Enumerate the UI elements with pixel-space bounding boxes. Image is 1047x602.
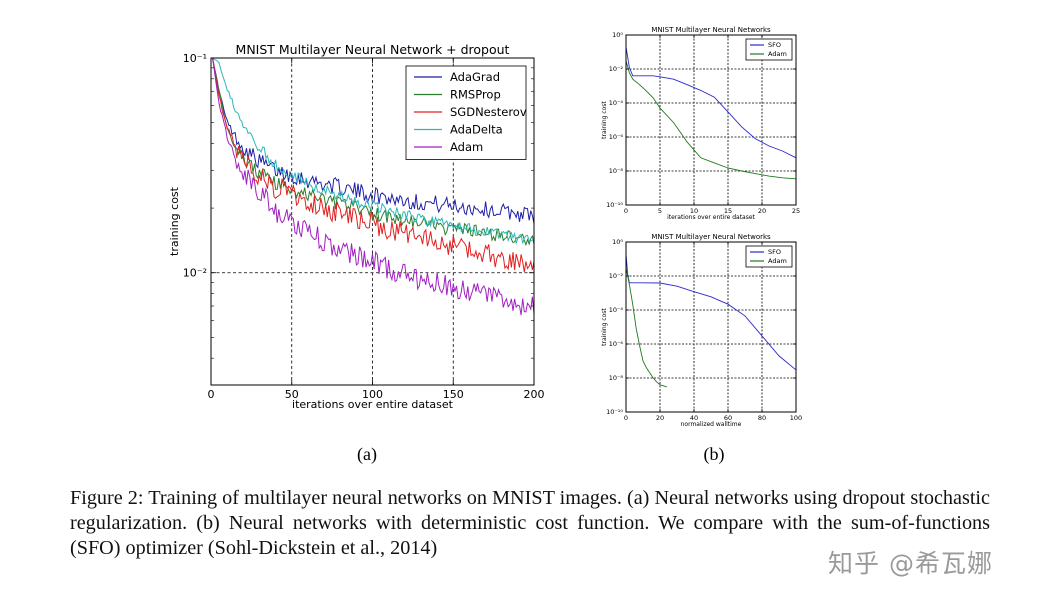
series-line-sgdnesterov <box>212 58 534 273</box>
series-line-adadelta <box>212 58 534 246</box>
legend-box <box>745 245 793 268</box>
x-tick-label: 40 <box>690 414 698 422</box>
y-tick-label: 10⁻¹⁰ <box>606 201 623 209</box>
x-tick-label: 0 <box>624 414 628 422</box>
y-tick-label: 10⁻¹⁰ <box>606 408 623 416</box>
x-tick-label: 20 <box>758 207 766 215</box>
legend-box <box>405 65 527 160</box>
legend-label: Adam <box>768 50 787 58</box>
x-tick-label: 25 <box>792 207 800 215</box>
panel-label: (a) <box>357 444 377 465</box>
legend-label: AdaDelta <box>450 123 503 137</box>
chart-title: MNIST Multilayer Neural Network + dropou… <box>236 42 510 57</box>
x-tick-label: 20 <box>656 414 664 422</box>
series-line-adagrad <box>212 58 534 224</box>
x-tick-label: 10 <box>690 207 698 215</box>
figure-caption: Figure 2: Training of multilayer neural … <box>70 487 990 559</box>
series-line-sfo <box>626 253 796 371</box>
legend-label: AdaGrad <box>450 70 500 84</box>
x-tick-label: 100 <box>790 414 802 422</box>
y-axis-label: training cost <box>601 101 608 139</box>
series-group <box>212 58 534 316</box>
x-tick-label: 60 <box>724 414 732 422</box>
legend: AdaGrad RMSProp SGDNesterov AdaDelta Adam <box>405 65 527 160</box>
x-tick-label: 0 <box>208 388 215 401</box>
legend-label: SGDNesterov <box>450 105 527 119</box>
legend-label: RMSProp <box>450 88 501 102</box>
x-tick-label: 150 <box>443 388 464 401</box>
chart-title: MNIST Multilayer Neural Networks <box>651 233 771 241</box>
series-line-sfo <box>626 46 796 159</box>
y-tick-label: 10⁻⁶ <box>609 340 624 348</box>
series-line-adam <box>626 60 796 180</box>
y-tick-label: 10⁰ <box>612 238 623 246</box>
legend-box <box>745 38 793 61</box>
y-tick-label: 10⁻² <box>609 272 624 280</box>
y-tick-label: 10⁻² <box>609 65 624 73</box>
x-tick-label: 50 <box>285 388 299 401</box>
legend-label: SFO <box>768 41 781 49</box>
x-tick-label: 0 <box>624 207 628 215</box>
chart-panel-a: 0 50 100 150 200 10⁻² 10⁻¹ MNIST Multilayer Neu… <box>168 42 545 465</box>
y-tick-label: 10⁻⁴ <box>609 99 624 107</box>
legend-label: Adam <box>768 257 787 265</box>
series-group <box>626 46 796 180</box>
y-tick-label: 10⁻⁸ <box>609 374 624 382</box>
x-tick-label: 80 <box>758 414 766 422</box>
x-axis-label: iterations over entire dataset <box>292 398 454 411</box>
plot-frame <box>625 241 797 413</box>
y-tick-label: 10⁻⁶ <box>609 133 624 141</box>
chart-panel-b-bottom: 0 20 40 60 80 100 10⁻¹⁰ 10⁻⁸ 10⁻⁶ 10⁻⁴ 10⁻² 10⁰ MNIS… <box>601 233 802 428</box>
x-axis-label: normalized walltime <box>681 421 742 428</box>
x-tick-label: 5 <box>658 207 662 215</box>
x-tick-label: 15 <box>724 207 732 215</box>
series-group <box>626 253 796 388</box>
y-tick-label: 10⁻¹ <box>183 52 207 65</box>
y-tick-label: 10⁰ <box>612 31 623 39</box>
legend-label: Adam <box>450 140 483 154</box>
panel-label: (b) <box>704 444 725 465</box>
series-line-adam <box>626 267 667 388</box>
y-tick-label: 10⁻⁸ <box>609 167 624 175</box>
x-axis-label: iterations over entire dataset <box>667 214 755 221</box>
y-tick-label: 10⁻² <box>183 267 207 280</box>
watermark: 知乎 @希瓦娜 <box>828 549 993 578</box>
legend-label: SFO <box>768 248 781 256</box>
y-tick-label: 10⁻⁴ <box>609 306 624 314</box>
y-axis-label: training cost <box>601 308 608 346</box>
x-tick-label: 100 <box>362 388 383 401</box>
y-axis-label: training cost <box>168 186 181 256</box>
x-tick-label: 200 <box>524 388 545 401</box>
series-line-adam <box>212 58 534 316</box>
chart-panel-b-top: 0 5 10 15 20 25 10⁻¹⁰ 10⁻⁸ 10⁻⁶ 10⁻⁴ 10⁻² 10⁰ MNIST … <box>601 26 800 465</box>
plot-frame <box>625 34 797 206</box>
chart-title: MNIST Multilayer Neural Networks <box>651 26 771 34</box>
